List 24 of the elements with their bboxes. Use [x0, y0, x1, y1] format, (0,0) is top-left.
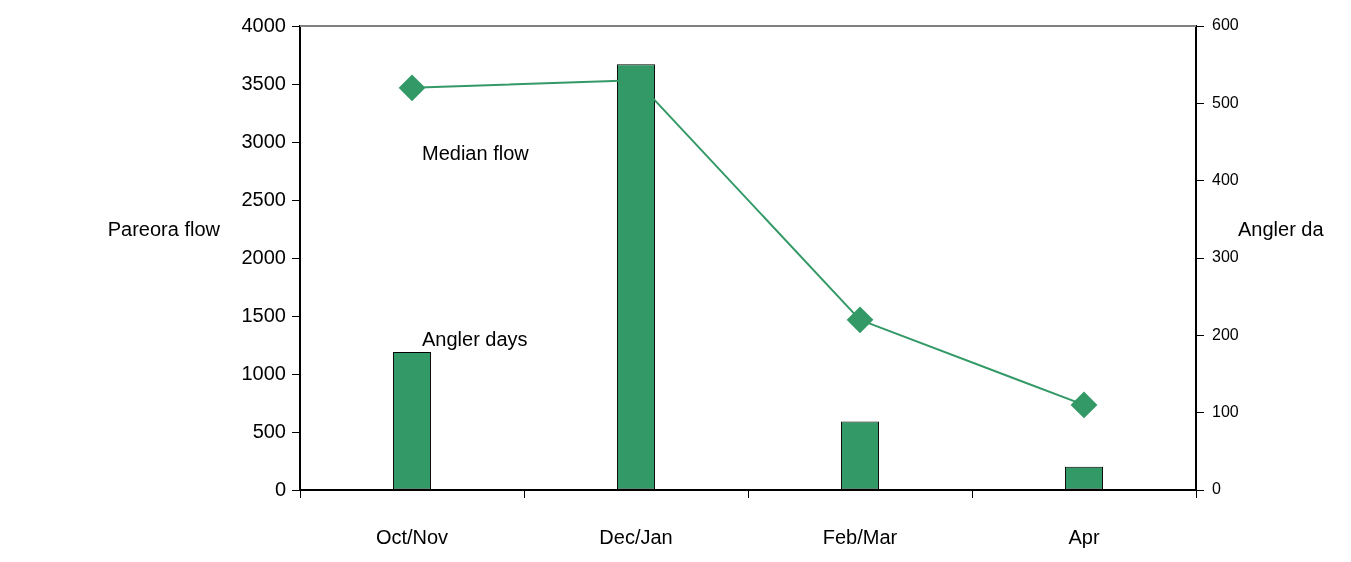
y2-tick-label: 500: [1212, 93, 1239, 111]
y2-tick-label: 100: [1212, 403, 1239, 421]
x-tick-label: Apr: [1068, 525, 1100, 548]
y-tick-label: 2500: [241, 187, 286, 210]
y-axis-title: Pareora flow: [107, 217, 221, 240]
y2-tick-label: 600: [1212, 16, 1239, 34]
x-tick-label: Oct/Nov: [375, 525, 449, 548]
text: Median flow: [422, 142, 530, 165]
y-tick-label: 0: [274, 477, 286, 500]
y-tick-label: 4000: [241, 13, 286, 36]
y-tick-label: 3500: [241, 71, 286, 94]
y2-tick-label: 300: [1212, 248, 1239, 266]
y-tick-label: 1000: [241, 361, 286, 384]
x-tick-label: Feb/Mar: [822, 525, 898, 548]
y-tick-label: 500: [252, 419, 286, 442]
y-tick-label: 3000: [241, 129, 286, 152]
series-label: Angler days: [422, 328, 528, 351]
y2-tick-label: 400: [1212, 171, 1239, 189]
y2-axis-title: Angler da: [1238, 217, 1325, 240]
y2-tick-label: 200: [1212, 325, 1239, 343]
y-tick-label: 1500: [241, 303, 286, 326]
x-tick-label: Dec/Jan: [599, 525, 673, 548]
y2-tick-label: 0: [1212, 480, 1221, 498]
y-tick-label: 2000: [241, 245, 286, 268]
